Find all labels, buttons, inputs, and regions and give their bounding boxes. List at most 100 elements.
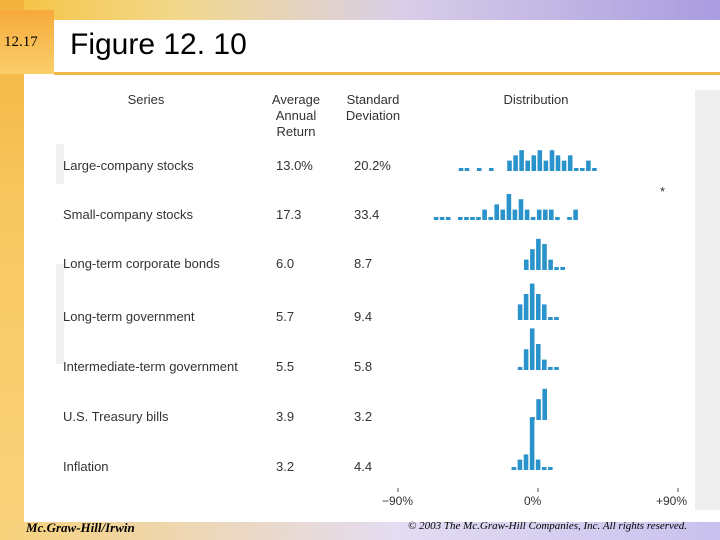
distribution-bar — [458, 168, 464, 171]
row-average-return: 3.2 — [276, 459, 295, 474]
axis-tick-label: −90% — [382, 494, 414, 508]
distribution-bar — [580, 168, 585, 171]
footer-publisher: Mc.Graw-Hill/Irwin — [26, 520, 135, 535]
row-average-return: 3.9 — [276, 409, 295, 424]
distribution-bar — [555, 155, 561, 171]
distribution-bar — [543, 209, 548, 220]
distribution-bar — [573, 209, 578, 220]
header-avg-return: Average Annual Return — [271, 92, 321, 139]
row-average-return: 5.7 — [276, 309, 295, 324]
distribution-bar — [517, 304, 523, 320]
distribution-bar — [542, 244, 547, 270]
row-standard-deviation: 3.2 — [354, 409, 373, 424]
distribution-bar — [445, 217, 451, 220]
distribution-bar — [531, 155, 537, 171]
distribution-bar — [506, 194, 512, 220]
distribution-bar — [494, 204, 499, 220]
distribution-bar — [530, 217, 536, 220]
row-average-return: 17.3 — [276, 207, 302, 222]
row-series-label: Large-company stocks — [63, 158, 194, 173]
distribution-bar — [554, 317, 559, 320]
row-average-return: 6.0 — [276, 256, 295, 271]
left-gradient-bar — [0, 0, 24, 540]
distribution-bar — [548, 317, 553, 320]
distribution-bar — [536, 238, 541, 270]
distribution-bar — [518, 199, 524, 220]
row-series-label: Intermediate-term government — [63, 359, 238, 374]
distribution-bar — [458, 217, 463, 220]
distribution-bar — [555, 217, 560, 220]
distribution-bar — [537, 150, 543, 171]
header-std-dev: Standard Deviation — [345, 92, 401, 123]
distribution-bar — [507, 160, 512, 171]
title-panel — [54, 20, 720, 72]
slide-title: Figure 12. 10 — [70, 28, 247, 61]
distribution-bar — [554, 367, 559, 370]
row-standard-deviation: 9.4 — [354, 309, 373, 324]
title-underline — [54, 72, 720, 75]
distribution-bar — [513, 155, 518, 171]
distribution-bar — [476, 168, 482, 171]
distribution-bar — [549, 150, 555, 171]
distribution-bar — [464, 217, 469, 220]
distribution-bar — [543, 160, 549, 171]
slide-number: 12.17 — [4, 34, 38, 50]
distribution-bar — [525, 160, 530, 171]
distribution-bar — [530, 249, 535, 270]
distribution-bar — [523, 349, 529, 370]
axis-tick-label: +90% — [656, 494, 688, 508]
distribution-bar — [529, 328, 535, 370]
distribution-bar — [549, 209, 554, 220]
distribution-bar — [523, 294, 529, 320]
row-series-label: Small-company stocks — [63, 207, 194, 222]
row-average-return: 13.0% — [276, 158, 313, 173]
right-shadow — [695, 90, 720, 510]
bottom-gradient-bar — [0, 522, 720, 540]
distribution-bar — [548, 259, 553, 270]
distribution-bar — [535, 459, 541, 470]
distribution-bar — [536, 344, 541, 370]
distribution-bar — [567, 217, 572, 220]
distribution-bar — [554, 267, 559, 270]
distribution-bar — [529, 418, 535, 470]
scan-shade — [56, 144, 64, 184]
distribution-bar — [542, 304, 547, 320]
scan-shade — [56, 264, 64, 364]
row-series-label: Long-term corporate bonds — [63, 256, 220, 271]
footer-copyright: © 2003 The Mc.Graw-Hill Companies, Inc. … — [408, 520, 688, 532]
row-standard-deviation: 33.4 — [354, 207, 380, 222]
distribution-bar — [542, 388, 547, 420]
header-series: Series — [127, 92, 165, 107]
top-gradient-bar — [0, 0, 720, 20]
distribution-bar — [512, 209, 518, 220]
distribution-bar — [536, 399, 541, 420]
row-series-label: Inflation — [63, 459, 109, 474]
distribution-bar — [592, 168, 597, 171]
row-standard-deviation: 8.7 — [354, 256, 373, 271]
outlier-asterisk: * — [660, 184, 665, 199]
row-standard-deviation: 5.8 — [354, 359, 373, 374]
distribution-bar — [433, 217, 439, 220]
distribution-bar — [511, 467, 517, 470]
distribution-bar — [536, 294, 541, 320]
figure-table: Series Average Annual Return Standard De… — [56, 84, 696, 520]
row-standard-deviation: 20.2% — [354, 158, 391, 173]
distribution-bar — [482, 209, 487, 220]
distribution-bar — [561, 160, 567, 171]
distribution-bar — [548, 367, 553, 370]
distribution-bar — [529, 283, 535, 320]
distribution-bar — [541, 467, 547, 470]
slide-number-box — [0, 10, 54, 74]
header-distribution: Distribution — [503, 92, 569, 107]
distribution-bar — [524, 209, 530, 220]
distribution-bar — [517, 459, 523, 470]
distribution-bar — [523, 454, 529, 470]
distribution-bar — [489, 168, 494, 171]
distribution-bar — [548, 467, 553, 470]
distribution-bar — [488, 217, 493, 220]
distribution-bar — [573, 168, 579, 171]
row-standard-deviation: 4.4 — [354, 459, 373, 474]
distribution-bar — [524, 259, 529, 270]
distribution-bar — [476, 217, 481, 220]
distribution-bar — [439, 217, 445, 220]
